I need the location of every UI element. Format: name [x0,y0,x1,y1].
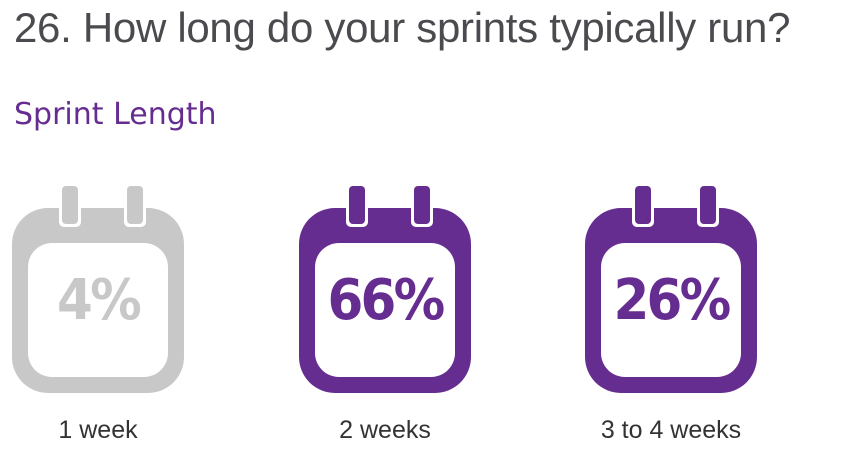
calendar-page [28,243,168,377]
percent-value: 66% [327,268,445,333]
calendar-item-3-to-4-weeks: 26% 3 to 4 weeks [585,183,757,444]
chart-title: Sprint Length [14,97,217,132]
calendar-ring-left [349,186,365,224]
calendar-ring-left [635,186,651,224]
percent-value: 26% [613,268,731,333]
calendar-ring-left [62,186,78,224]
question-title: 26. How long do your sprints typically r… [14,4,791,51]
calendar-ring-right [700,186,716,224]
calendar-item-2-weeks: 66% 2 weeks [299,183,471,444]
calendar-ring-right [127,186,143,224]
percent-value: 4% [57,268,142,333]
calendar-icon [299,183,471,393]
category-label: 2 weeks [339,416,431,444]
calendar-icon [585,183,757,393]
calendar-page [601,243,741,377]
calendar-page [315,243,455,377]
calendar-ring-right [414,186,430,224]
calendar-item-1-week: 4% 1 week [12,183,184,444]
category-label: 1 week [58,416,138,444]
category-label: 3 to 4 weeks [600,416,742,444]
calendar-icon [12,183,184,393]
